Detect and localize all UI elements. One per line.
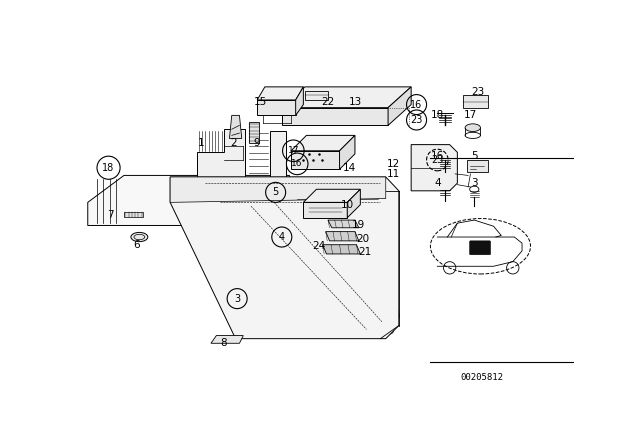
Ellipse shape [465, 124, 481, 132]
Text: 17: 17 [464, 110, 477, 121]
Polygon shape [340, 135, 355, 169]
Text: 12: 12 [387, 159, 400, 169]
Polygon shape [282, 108, 388, 125]
Text: 21: 21 [358, 247, 372, 258]
Polygon shape [467, 160, 488, 172]
Polygon shape [211, 336, 243, 343]
Text: 17: 17 [287, 146, 299, 155]
Polygon shape [411, 145, 458, 191]
Polygon shape [388, 87, 411, 125]
Text: 5: 5 [273, 187, 279, 198]
Polygon shape [170, 177, 386, 202]
Polygon shape [250, 121, 259, 143]
Polygon shape [303, 189, 360, 202]
Text: 14: 14 [343, 163, 356, 173]
Text: 23: 23 [410, 115, 423, 125]
Text: 18: 18 [431, 110, 444, 121]
Polygon shape [296, 87, 303, 116]
Text: 3: 3 [234, 293, 240, 304]
Polygon shape [230, 116, 242, 138]
Text: 5: 5 [471, 151, 477, 161]
Text: 23: 23 [472, 87, 484, 97]
Text: 11: 11 [387, 169, 400, 179]
Text: 8: 8 [221, 338, 227, 348]
Text: 10: 10 [340, 200, 354, 210]
Polygon shape [291, 151, 340, 169]
Text: 16: 16 [431, 151, 444, 161]
Text: 3: 3 [471, 178, 477, 188]
Text: 7: 7 [108, 211, 114, 220]
Text: 4: 4 [279, 232, 285, 242]
Text: 00205812: 00205812 [461, 373, 504, 382]
Text: 1: 1 [198, 138, 204, 148]
Text: 16: 16 [291, 159, 303, 168]
Polygon shape [282, 87, 411, 108]
Polygon shape [170, 129, 245, 198]
Text: 2: 2 [231, 138, 237, 148]
Text: 16: 16 [410, 99, 422, 110]
Polygon shape [257, 100, 296, 116]
Text: 15: 15 [253, 97, 267, 107]
FancyBboxPatch shape [470, 241, 490, 255]
Polygon shape [257, 87, 303, 100]
Polygon shape [170, 177, 399, 339]
Text: 24: 24 [312, 241, 325, 251]
Polygon shape [303, 202, 348, 218]
Text: 13: 13 [348, 97, 362, 107]
Text: 18: 18 [102, 163, 115, 173]
Polygon shape [326, 232, 359, 241]
Text: 19: 19 [352, 220, 365, 230]
Polygon shape [323, 245, 360, 254]
Polygon shape [305, 91, 328, 100]
Ellipse shape [131, 233, 148, 241]
Polygon shape [124, 212, 143, 217]
Text: 4: 4 [434, 178, 441, 188]
Text: 20: 20 [356, 233, 369, 244]
Text: 23: 23 [431, 155, 444, 165]
Text: 6: 6 [134, 240, 140, 250]
Polygon shape [328, 220, 359, 228]
Polygon shape [291, 135, 355, 151]
Text: 22: 22 [321, 97, 335, 107]
Polygon shape [250, 131, 285, 195]
Polygon shape [348, 189, 360, 218]
Polygon shape [88, 176, 289, 225]
Polygon shape [463, 95, 488, 108]
Text: 9: 9 [254, 138, 260, 148]
